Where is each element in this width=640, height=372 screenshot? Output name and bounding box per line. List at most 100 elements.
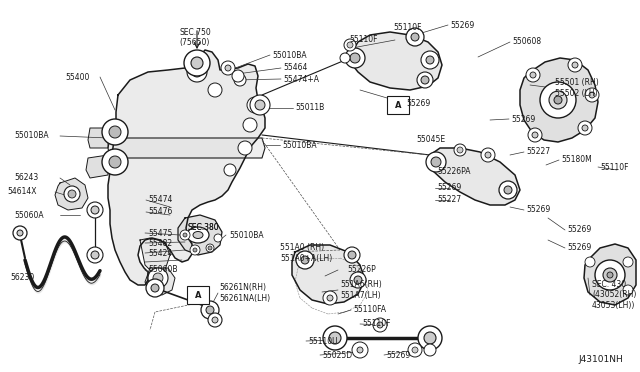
Circle shape [68, 190, 76, 198]
Circle shape [412, 347, 418, 353]
Circle shape [146, 279, 164, 297]
Circle shape [255, 100, 265, 110]
Circle shape [348, 251, 356, 259]
Circle shape [329, 332, 341, 344]
Text: 56243: 56243 [14, 173, 38, 183]
Circle shape [180, 230, 190, 240]
Text: 55226PA: 55226PA [437, 167, 470, 176]
Text: SEC.380: SEC.380 [188, 224, 220, 232]
Circle shape [201, 301, 219, 319]
Circle shape [323, 326, 347, 350]
Text: 55269: 55269 [567, 225, 591, 234]
Ellipse shape [187, 227, 209, 243]
Text: 55110F: 55110F [393, 23, 422, 32]
Circle shape [102, 119, 128, 145]
Text: 55110F: 55110F [349, 35, 378, 45]
Text: 55482: 55482 [148, 238, 172, 247]
Circle shape [232, 70, 244, 82]
Circle shape [454, 144, 466, 156]
Circle shape [109, 156, 121, 168]
Text: 55226P: 55226P [347, 266, 376, 275]
Circle shape [212, 317, 218, 323]
Circle shape [344, 247, 360, 263]
Text: 55475: 55475 [148, 228, 172, 237]
Circle shape [340, 53, 350, 63]
Circle shape [540, 82, 576, 118]
Circle shape [184, 50, 210, 76]
Text: 55227: 55227 [526, 148, 550, 157]
Text: 55010BA: 55010BA [229, 231, 264, 240]
Text: 55010BA: 55010BA [282, 141, 317, 150]
Polygon shape [108, 50, 265, 285]
Circle shape [424, 344, 436, 356]
Text: 55424: 55424 [148, 248, 172, 257]
Text: 55060A: 55060A [14, 211, 44, 219]
Circle shape [417, 72, 433, 88]
Text: 55010BA: 55010BA [14, 131, 49, 141]
Circle shape [91, 251, 99, 259]
Circle shape [192, 67, 202, 77]
Circle shape [589, 92, 595, 98]
Circle shape [225, 65, 231, 71]
Circle shape [87, 202, 103, 218]
Circle shape [485, 152, 491, 158]
Circle shape [350, 53, 360, 63]
Circle shape [530, 72, 536, 78]
Text: 55227: 55227 [437, 196, 461, 205]
Text: 55474: 55474 [148, 196, 172, 205]
Circle shape [431, 157, 441, 167]
Circle shape [208, 83, 222, 97]
FancyBboxPatch shape [387, 96, 409, 114]
Polygon shape [145, 268, 175, 295]
Circle shape [206, 306, 214, 314]
Circle shape [457, 147, 463, 153]
Circle shape [327, 295, 333, 301]
Circle shape [554, 96, 562, 104]
Circle shape [17, 230, 23, 236]
Text: 56261N(RH)
56261NA(LH): 56261N(RH) 56261NA(LH) [219, 283, 270, 303]
Circle shape [301, 256, 309, 264]
Text: A: A [395, 102, 401, 110]
Text: J43101NH: J43101NH [578, 356, 623, 365]
Text: 55476: 55476 [148, 208, 172, 217]
Text: 55501 (RH)
55502 (LH): 55501 (RH) 55502 (LH) [555, 78, 599, 98]
Circle shape [418, 326, 442, 350]
Circle shape [64, 186, 80, 202]
Text: 55269: 55269 [406, 99, 430, 108]
Text: 551A6(RH)
551A7(LH): 551A6(RH) 551A7(LH) [340, 280, 381, 300]
Circle shape [528, 128, 542, 142]
Circle shape [250, 95, 270, 115]
Text: 55180M: 55180M [561, 155, 592, 164]
Text: 55400: 55400 [65, 73, 90, 81]
Circle shape [247, 97, 263, 113]
Circle shape [424, 332, 436, 344]
Circle shape [421, 76, 429, 84]
Circle shape [238, 141, 252, 155]
Text: 55011B: 55011B [295, 103, 324, 112]
Circle shape [190, 245, 200, 255]
Circle shape [296, 251, 314, 269]
Text: SEC.380: SEC.380 [188, 224, 220, 232]
Circle shape [585, 88, 599, 102]
Circle shape [193, 248, 197, 252]
Text: 55269: 55269 [386, 350, 410, 359]
Text: SEC.750
(75650): SEC.750 (75650) [179, 28, 211, 47]
Circle shape [572, 62, 578, 68]
Text: 55269: 55269 [511, 115, 535, 124]
Circle shape [426, 152, 446, 172]
Circle shape [191, 57, 203, 69]
Text: 55474+A: 55474+A [283, 74, 319, 83]
Text: 55110FA: 55110FA [353, 305, 386, 314]
Text: 54614X: 54614X [7, 187, 36, 196]
Text: 55110F: 55110F [362, 320, 390, 328]
Circle shape [347, 42, 353, 48]
Text: 55269: 55269 [567, 244, 591, 253]
Circle shape [585, 257, 595, 267]
Circle shape [102, 149, 128, 175]
Circle shape [91, 206, 99, 214]
Circle shape [350, 272, 366, 288]
Circle shape [568, 58, 582, 72]
Circle shape [595, 260, 625, 290]
Circle shape [411, 33, 419, 41]
Text: 55025D: 55025D [322, 350, 352, 359]
